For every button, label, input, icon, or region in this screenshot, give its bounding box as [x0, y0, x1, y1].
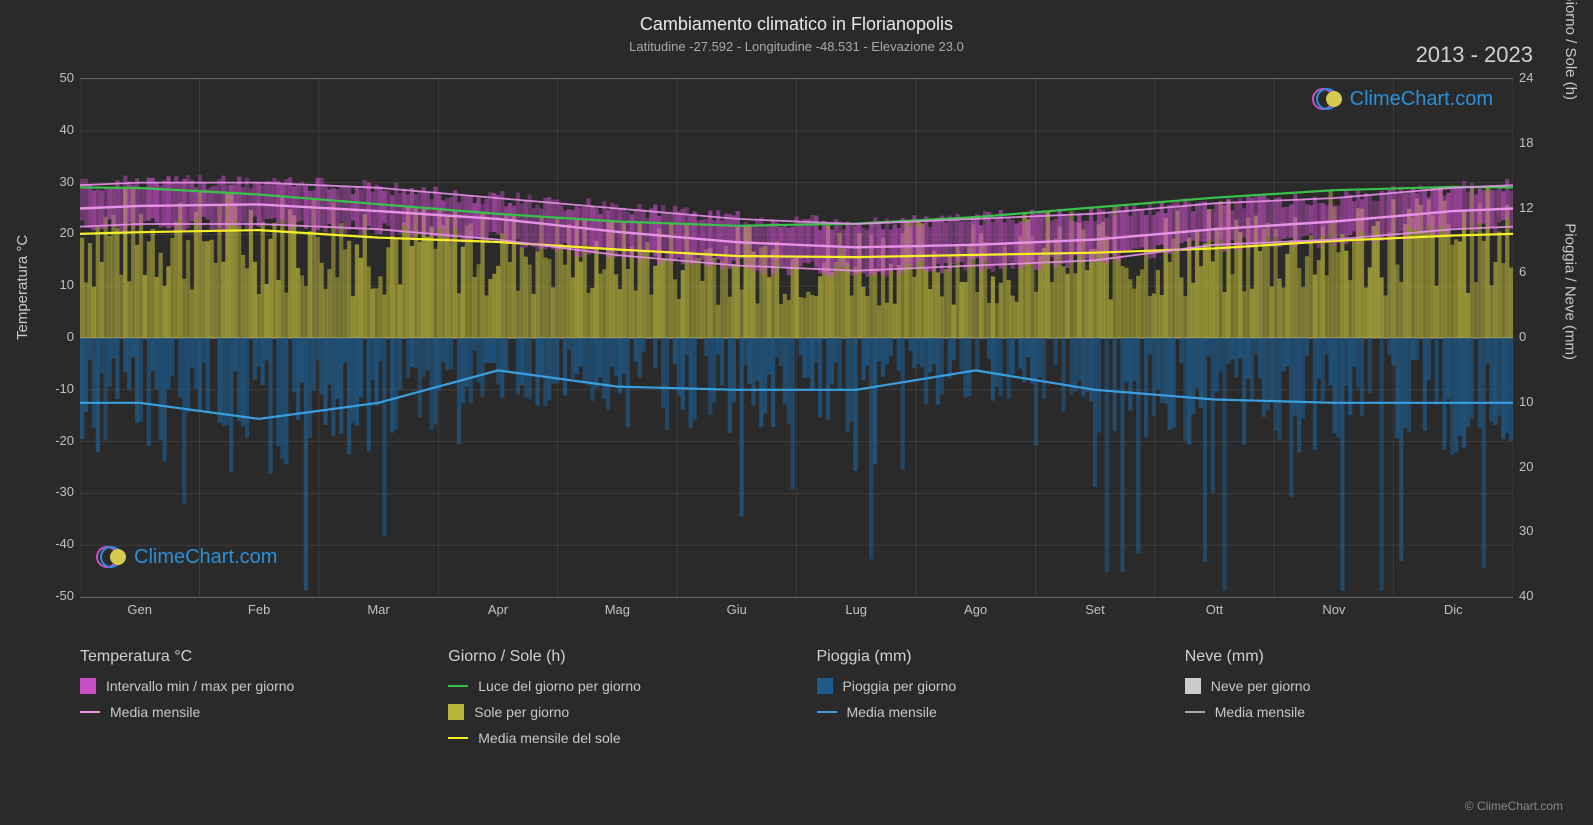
legend-col-daysun: Giorno / Sole (h) Luce del giorno per gi… — [448, 640, 816, 756]
brand-glyph-icon — [1312, 87, 1344, 111]
x-month-label: Ott — [1194, 602, 1234, 617]
legend-swatch-line — [1185, 711, 1205, 713]
y-tick-right-hours: 18 — [1519, 135, 1545, 150]
y-tick-left: -10 — [48, 381, 74, 396]
x-month-label: Dic — [1433, 602, 1473, 617]
legend-label: Pioggia per giorno — [843, 678, 957, 694]
y-tick-left: 10 — [48, 277, 74, 292]
y-tick-right-mm: 40 — [1519, 588, 1545, 603]
legend-swatch-line — [448, 737, 468, 739]
legend-header: Neve (mm) — [1185, 648, 1553, 666]
legend-label: Neve per giorno — [1211, 678, 1311, 694]
legend-items: Pioggia per giorno Media mensile — [817, 678, 1185, 720]
legend-swatch-line — [448, 685, 468, 687]
x-month-label: Ago — [956, 602, 996, 617]
legend-header: Temperatura °C — [80, 648, 448, 666]
climate-chart: Cambiamento climatico in Florianopolis L… — [0, 0, 1593, 825]
legend-item: Media mensile del sole — [448, 730, 816, 746]
chart-subtitle: Latitudine -27.592 - Longitudine -48.531… — [0, 39, 1593, 54]
brand-logo-bottom: ClimeChart.com — [96, 545, 277, 569]
legend-label: Sole per giorno — [474, 704, 569, 720]
legend-item: Media mensile — [1185, 704, 1553, 720]
y-tick-right-hours: 0 — [1519, 329, 1545, 344]
legend-swatch-line — [80, 711, 100, 713]
y-tick-right-hours: 6 — [1519, 264, 1545, 279]
legend-label: Media mensile — [110, 704, 200, 720]
y-tick-left: 40 — [48, 122, 74, 137]
y-tick-right-hours: 12 — [1519, 200, 1545, 215]
x-month-label: Mar — [359, 602, 399, 617]
legend-item: Sole per giorno — [448, 704, 816, 720]
legend: Temperatura °C Intervallo min / max per … — [80, 640, 1553, 756]
x-month-label: Feb — [239, 602, 279, 617]
legend-swatch-line — [817, 711, 837, 713]
x-month-label: Nov — [1314, 602, 1354, 617]
plot-svg — [80, 79, 1513, 597]
y-tick-right-mm: 10 — [1519, 394, 1545, 409]
y-tick-right-mm: 30 — [1519, 523, 1545, 538]
brand-logo-top: ClimeChart.com — [1312, 87, 1493, 111]
legend-swatch-box — [817, 678, 833, 694]
x-month-label: Set — [1075, 602, 1115, 617]
brand-glyph-icon — [96, 545, 128, 569]
plot-area: ClimeChart.com ClimeChart.com — [80, 78, 1513, 598]
legend-items: Luce del giorno per giorno Sole per giorn… — [448, 678, 816, 746]
legend-item: Pioggia per giorno — [817, 678, 1185, 694]
y-tick-left: -30 — [48, 484, 74, 499]
legend-items: Neve per giorno Media mensile — [1185, 678, 1553, 720]
legend-label: Media mensile — [1215, 704, 1305, 720]
y-tick-left: -20 — [48, 433, 74, 448]
legend-swatch-box — [1185, 678, 1201, 694]
y-tick-left: -50 — [48, 588, 74, 603]
chart-title: Cambiamento climatico in Florianopolis — [0, 0, 1593, 35]
legend-swatch-box — [448, 704, 464, 720]
y-tick-left: 0 — [48, 329, 74, 344]
legend-swatch-box — [80, 678, 96, 694]
y-axis-label-right-bottom: Pioggia / Neve (mm) — [1562, 223, 1579, 360]
brand-text: ClimeChart.com — [134, 546, 277, 569]
legend-header: Pioggia (mm) — [817, 648, 1185, 666]
x-axis-months: Gen Feb Mar Apr Mag Giu Lug Ago Set Ott Nov Dic — [80, 602, 1513, 622]
legend-col-rain: Pioggia (mm) Pioggia per giorno Media men… — [817, 640, 1185, 756]
brand-text: ClimeChart.com — [1350, 88, 1493, 111]
year-range-label: 2013 - 2023 — [1416, 42, 1533, 68]
legend-label: Media mensile — [847, 704, 937, 720]
x-month-label: Mag — [597, 602, 637, 617]
y-tick-left: -40 — [48, 536, 74, 551]
y-axis-label-right-top: Giorno / Sole (h) — [1562, 0, 1579, 100]
y-tick-left: 50 — [48, 70, 74, 85]
legend-item: Media mensile — [817, 704, 1185, 720]
y-tick-left: 30 — [48, 174, 74, 189]
legend-item: Intervallo min / max per giorno — [80, 678, 448, 694]
legend-label: Media mensile del sole — [478, 730, 620, 746]
legend-col-snow: Neve (mm) Neve per giorno Media mensile — [1185, 640, 1553, 756]
x-month-label: Apr — [478, 602, 518, 617]
y-axis-label-left: Temperatura °C — [14, 235, 31, 340]
legend-items: Intervallo min / max per giorno Media men… — [80, 678, 448, 720]
x-month-label: Lug — [836, 602, 876, 617]
legend-item: Neve per giorno — [1185, 678, 1553, 694]
legend-item: Luce del giorno per giorno — [448, 678, 816, 694]
legend-item: Media mensile — [80, 704, 448, 720]
copyright-text: © ClimeChart.com — [1465, 799, 1563, 813]
legend-label: Luce del giorno per giorno — [478, 678, 641, 694]
legend-label: Intervallo min / max per giorno — [106, 678, 294, 694]
y-tick-left: 20 — [48, 225, 74, 240]
y-tick-right-hours: 24 — [1519, 70, 1545, 85]
legend-header: Giorno / Sole (h) — [448, 648, 816, 666]
x-month-label: Gen — [120, 602, 160, 617]
x-month-label: Giu — [717, 602, 757, 617]
y-tick-right-mm: 20 — [1519, 459, 1545, 474]
legend-col-temp: Temperatura °C Intervallo min / max per … — [80, 640, 448, 756]
